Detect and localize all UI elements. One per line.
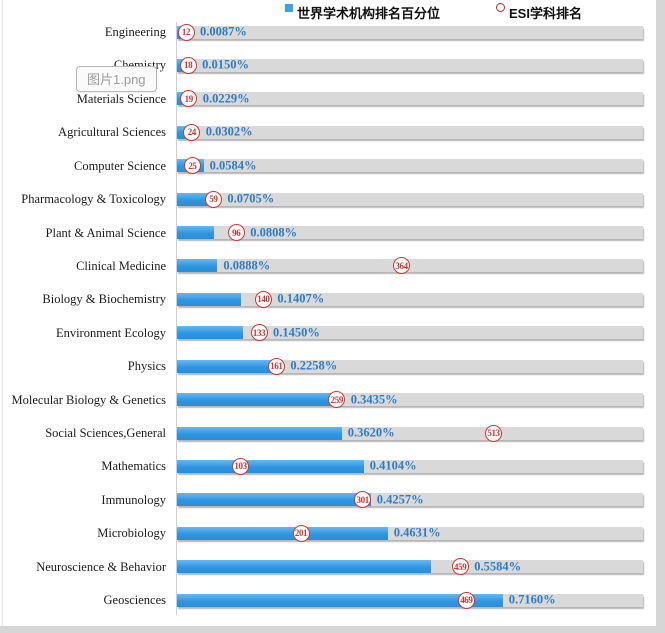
category-label: Microbiology [97, 526, 166, 541]
bar-track [177, 426, 643, 440]
percent-label: 0.0087% [200, 24, 247, 39]
bar-track [177, 25, 643, 39]
bar-fill [177, 593, 503, 607]
legend-item-percentile: 世界学术机构排名百分位 [285, 3, 440, 22]
bar-fill [177, 560, 432, 574]
percent-label: 0.5584% [474, 559, 522, 574]
rank-circle: 513 [485, 424, 503, 442]
percent-label: 0.0808% [250, 225, 298, 240]
blue-square-icon [285, 4, 293, 12]
category-label: Neuroscience & Behavior [36, 559, 166, 574]
left-edge-line [2, 0, 3, 626]
bar-track [177, 226, 643, 240]
bar-fill [177, 526, 388, 540]
right-edge-strip [656, 0, 665, 633]
category-label: Engineering [104, 24, 166, 39]
category-axis-line [176, 22, 177, 615]
percent-label: 0.1450% [273, 325, 320, 340]
rank-circle: 301 [354, 491, 372, 509]
bar-fill [177, 292, 242, 306]
rank-circle: 96 [227, 224, 245, 242]
bar-fill [177, 226, 214, 240]
category-label: Pharmacology & Toxicology [21, 191, 166, 206]
rank-circle: 459 [451, 558, 469, 576]
bar-track [177, 292, 643, 306]
percent-label: 0.0888% [223, 258, 271, 273]
category-label: Plant & Animal Science [45, 225, 166, 240]
category-label: Geosciences [103, 592, 166, 607]
percent-label: 0.0302% [205, 124, 253, 139]
rank-circle: 364 [393, 257, 411, 275]
rank-circle: 103 [232, 457, 250, 475]
category-label: Physics [127, 359, 166, 373]
rank-circle: 259 [328, 391, 346, 409]
filename-tooltip: 图片1.png [76, 66, 157, 92]
bar-fill [177, 326, 243, 340]
rank-circle: 201 [292, 524, 310, 542]
bar-track [177, 459, 643, 473]
legend-label-esi-rank: ESI学科排名 [509, 6, 582, 21]
rank-circle: 133 [250, 324, 268, 342]
percent-label: 0.0150% [202, 57, 249, 72]
bar-track [177, 393, 643, 407]
category-label: Agricultural Sciences [58, 125, 166, 140]
bar-fill [177, 192, 210, 206]
bottom-edge-strip [0, 626, 656, 633]
percent-label: 0.2258% [290, 358, 338, 373]
category-label: Biology & Biochemistry [42, 292, 166, 307]
bar-fill [177, 259, 218, 273]
bar-fill [177, 359, 280, 373]
rank-circle: 19 [180, 90, 198, 108]
percent-label: 0.0584% [209, 158, 257, 173]
bar-track [177, 493, 643, 507]
bar-track [177, 359, 643, 373]
percent-label: 0.0705% [227, 191, 275, 206]
rank-circle: 59 [204, 190, 222, 208]
percent-label: 0.4257% [376, 492, 424, 507]
legend: 世界学术机构排名百分位 ESI学科排名 [285, 3, 582, 22]
category-label: Computer Science [74, 158, 166, 173]
bar-track [177, 192, 643, 206]
bar-track [177, 560, 643, 574]
percent-label: 0.1407% [277, 291, 325, 306]
legend-label-percentile: 世界学术机构排名百分位 [297, 6, 441, 21]
category-label: Materials Science [76, 91, 166, 106]
rank-circle: 25 [183, 157, 201, 175]
rank-circle: 469 [457, 591, 475, 609]
rank-circle: 12 [177, 23, 195, 41]
bar-fill [177, 393, 334, 407]
red-circle-icon [496, 3, 506, 12]
percent-label: 0.7160% [508, 592, 556, 607]
bar-fill [177, 426, 342, 440]
category-label: Social Sciences,General [45, 425, 166, 440]
rank-circle: 161 [267, 357, 285, 375]
rank-circle: 140 [254, 290, 272, 308]
category-label: Molecular Biology & Genetics [11, 392, 166, 407]
percent-label: 0.3620% [347, 425, 395, 440]
rank-circle: 18 [179, 56, 197, 74]
category-label: Immunology [101, 492, 166, 507]
filename-tooltip-text: 图片1.png [87, 72, 146, 87]
legend-item-esi-rank: ESI学科排名 [496, 3, 582, 22]
bar-track [177, 259, 643, 273]
bar-track [177, 593, 643, 607]
percent-label: 0.4631% [393, 525, 441, 540]
percent-label: 0.3435% [350, 392, 398, 407]
category-label: Environment Ecology [55, 325, 166, 340]
bar-fill [177, 493, 371, 507]
bar-track [177, 326, 643, 340]
percent-label: 0.4104% [369, 458, 417, 473]
category-label: Clinical Medicine [76, 258, 166, 273]
category-label: Mathematics [101, 459, 166, 474]
bar-fill [177, 459, 364, 473]
percent-label: 0.0229% [202, 91, 250, 106]
rank-circle: 24 [183, 123, 201, 141]
